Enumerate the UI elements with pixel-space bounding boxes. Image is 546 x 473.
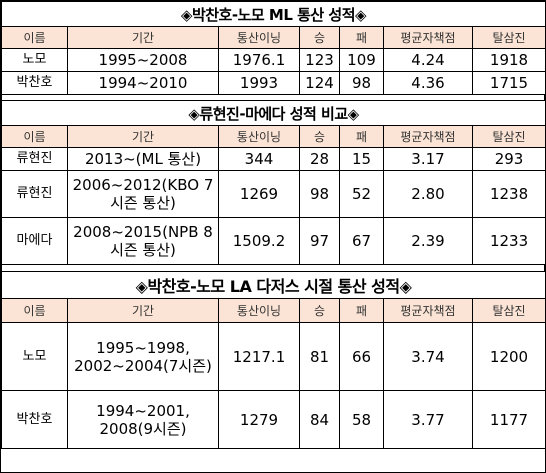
table-dodgers-career: ◈박찬호-노모 LA 다저스 시절 통산 성적◈ 이름 기간 통산이닝 승 패 … xyxy=(0,271,546,449)
table-row: 류현진 2006~2012(KBO 7시즌 통산) 1269 98 52 2.8… xyxy=(1,170,546,218)
header-strikeouts: 탈삼진 xyxy=(471,125,546,148)
header-era: 평균자책점 xyxy=(383,298,473,323)
table-row: 노모 1995~1998, 2002~2004(7시즌) 1217.1 81 6… xyxy=(1,322,546,391)
header-losses: 패 xyxy=(339,298,384,323)
header-period: 기간 xyxy=(67,298,219,323)
header-strikeouts: 탈삼진 xyxy=(472,26,546,49)
header-name: 이름 xyxy=(1,298,68,323)
table-row: 박찬호 1994~2010 1993 124 98 4.36 1715 xyxy=(1,71,546,95)
header-wins: 승 xyxy=(299,298,340,323)
header-wins: 승 xyxy=(299,26,340,49)
header-period: 기간 xyxy=(67,26,219,49)
table-title: ◈박찬호-노모 ML 통산 성적◈ xyxy=(1,1,546,27)
header-name: 이름 xyxy=(1,26,68,49)
table-gap xyxy=(1,265,545,271)
header-wins: 승 xyxy=(299,125,340,148)
table-row: 박찬호 1994~2001, 2008(9시즌) 1279 84 58 3.77… xyxy=(1,390,546,449)
table-gap xyxy=(1,95,545,100)
header-strikeouts: 탈삼진 xyxy=(471,298,546,323)
header-innings: 통산이닝 xyxy=(218,298,300,323)
table-row: 류현진 2013~(ML 통산) 344 28 15 3.17 293 xyxy=(1,147,546,171)
table-ryu-maeda: ◈류현진-마에다 성적 비교◈ 이름 기간 통산이닝 승 패 평균자책점 탈삼진… xyxy=(0,100,546,265)
header-era: 평균자책점 xyxy=(383,26,473,49)
table-row: 노모 1995~2008 1976.1 123 109 4.24 1918 xyxy=(1,48,546,72)
table-row: 마에다 2008~2015(NPB 8시즌 통산) 1509.2 97 67 2… xyxy=(1,217,546,265)
header-losses: 패 xyxy=(339,26,384,49)
header-name: 이름 xyxy=(1,125,68,148)
table-title: ◈박찬호-노모 LA 다저스 시절 통산 성적◈ xyxy=(0,271,546,299)
header-innings: 통산이닝 xyxy=(218,26,300,49)
header-era: 평균자책점 xyxy=(383,125,473,148)
header-period: 기간 xyxy=(67,125,219,148)
header-innings: 통산이닝 xyxy=(218,125,300,148)
header-losses: 패 xyxy=(339,125,384,148)
table-title: ◈류현진-마에다 성적 비교◈ xyxy=(0,100,546,126)
table-ml-career: ◈박찬호-노모 ML 통산 성적◈ 이름 기간 통산이닝 승 패 평균자책점 탈… xyxy=(1,1,546,95)
